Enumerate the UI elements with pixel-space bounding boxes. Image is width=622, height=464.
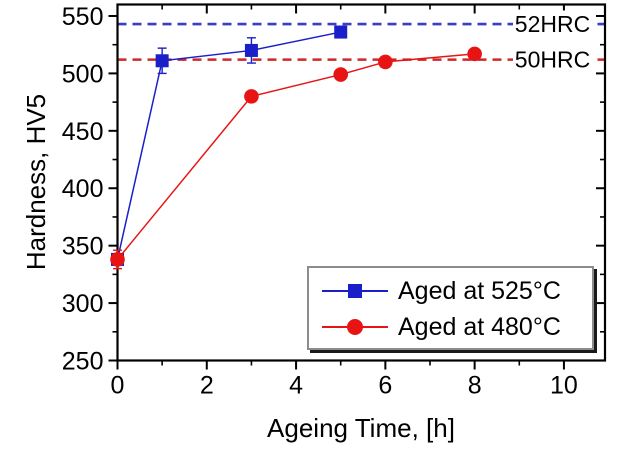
y-tick-label: 300 <box>62 290 104 318</box>
y-tick-label: 550 <box>62 3 104 31</box>
ref-label-bg <box>513 46 592 74</box>
x-tick-label: 10 <box>550 372 578 400</box>
legend: Aged at 525°C Aged at 480°C <box>307 266 594 350</box>
x-tick-label: 6 <box>378 372 392 400</box>
series-line-525 <box>116 31 341 260</box>
data-point-square <box>155 54 169 68</box>
ref-label-bg <box>513 10 592 38</box>
legend-item-aged-480: Aged at 480°C <box>309 309 592 345</box>
y-tick-label: 400 <box>62 175 104 203</box>
ref-line-label-50hrc: 50HRC <box>515 47 590 73</box>
x-tick-label: 8 <box>468 372 482 400</box>
square-marker-icon <box>348 284 362 298</box>
data-point-circle <box>244 89 259 104</box>
data-point-square <box>244 43 258 57</box>
legend-label-aged-480: Aged at 480°C <box>398 312 561 341</box>
y-tick-label: 250 <box>62 348 104 376</box>
x-axis-title: Ageing Time, [h] <box>267 413 455 443</box>
y-axis-title: Hardness, HV5 <box>21 93 51 271</box>
data-point-circle <box>110 252 125 267</box>
y-tick-label: 500 <box>62 60 104 88</box>
data-point-square <box>334 25 348 39</box>
legend-label-aged-525: Aged at 525°C <box>398 276 561 305</box>
y-tick-label: 350 <box>62 233 104 261</box>
ref-line-label-52hrc: 52HRC <box>515 11 590 37</box>
x-tick-label: 4 <box>289 372 303 400</box>
y-tick-label: 450 <box>62 118 104 146</box>
circle-marker-icon <box>347 319 363 335</box>
data-point-circle <box>333 67 349 82</box>
x-tick-label: 2 <box>200 372 214 400</box>
data-point-circle <box>467 46 482 62</box>
plot-frame <box>116 3 607 362</box>
x-tick-label: 0 <box>111 372 125 400</box>
legend-line-red <box>322 319 388 335</box>
series-line-480 <box>116 53 475 260</box>
legend-line-blue <box>322 284 388 298</box>
data-point-circle <box>378 54 393 70</box>
legend-item-aged-525: Aged at 525°C <box>309 273 592 309</box>
